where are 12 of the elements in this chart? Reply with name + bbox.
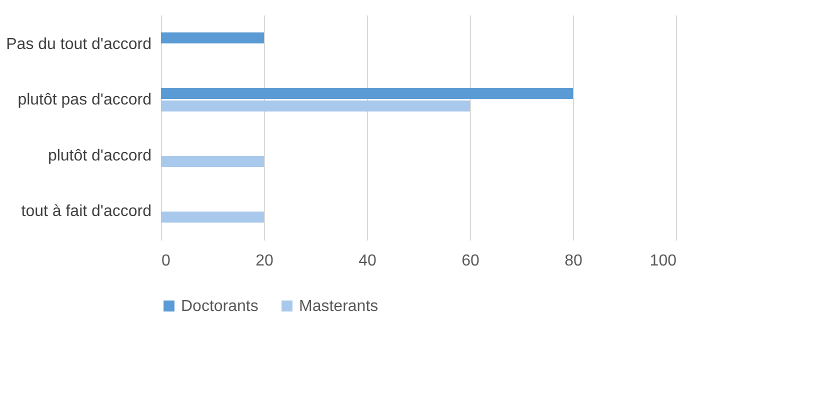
y-tick-label: Pas du tout d'accord <box>6 36 152 54</box>
y-tick-label: plutôt pas d'accord <box>18 92 152 109</box>
legend-label: Doctorants <box>181 298 258 315</box>
x-tick-label: 20 <box>256 252 274 270</box>
x-tick-label: 80 <box>564 252 582 270</box>
y-tick-label: plutôt d'accord <box>48 147 152 164</box>
x-tick-label: 40 <box>358 252 376 270</box>
legend-label: Masterants <box>299 298 378 315</box>
x-tick-label: 100 <box>650 252 677 270</box>
x-tick-label: 60 <box>462 252 480 270</box>
y-tick-label: tout à fait d'accord <box>21 202 152 220</box>
x-tick-label: 0 <box>162 252 170 270</box>
